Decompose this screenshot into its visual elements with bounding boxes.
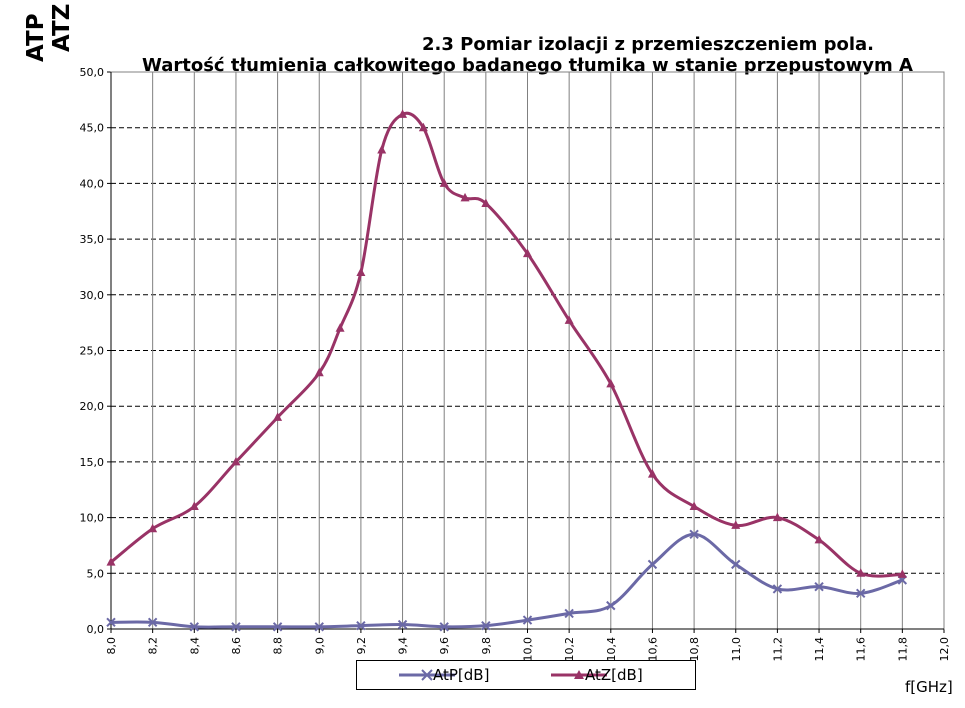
x-tick-label: 9,0 [313,637,326,655]
x-axis-label: f[GHz] [905,678,953,696]
data-point-atp-db [231,622,241,632]
series-line-atz-db [109,111,904,578]
data-point-atz-db [314,367,324,377]
legend-atz-symbol [551,670,607,679]
data-point-atp-db [147,617,158,628]
data-point-atp-db [272,622,283,632]
data-point-atz-db [481,198,491,207]
data-point-atz-db [856,568,866,577]
x-tick-label: 9,2 [355,637,368,655]
x-tick-label: 11,8 [896,637,909,662]
data-point-atp-db [647,559,658,570]
series-line-atp-db [109,532,904,629]
data-point-atz-db [335,323,345,332]
data-point-atz-db [148,523,158,533]
y-tick-label: 50,0 [80,66,105,79]
data-point-atp-db [855,588,866,599]
x-tick-label: 8,2 [147,637,160,655]
x-tick-label: 8,8 [272,637,285,655]
x-tick-label: 9,6 [438,637,451,655]
data-point-atz-db [231,456,241,466]
y-tick-label: 5,0 [87,567,105,580]
data-point-atp-db [314,622,324,632]
data-point-atp-db [689,529,699,540]
data-point-atz-db [460,192,470,202]
data-point-atz-db [418,122,428,132]
data-point-atz-db [606,378,616,388]
data-point-atz-db [523,248,532,258]
x-tick-label: 9,4 [397,637,410,655]
x-tick-label: 11,2 [771,637,784,662]
x-tick-label: 10,2 [563,637,576,662]
data-point-atp-db [481,620,491,631]
data-point-atp-db [522,615,533,625]
x-tick-label: 10,8 [688,637,701,662]
y-tick-label: 35,0 [80,233,105,246]
data-point-atp-db [189,622,200,632]
x-tick-label: 9,8 [480,637,493,655]
data-point-atz-db [564,315,574,324]
data-point-atz-db [106,557,116,566]
data-point-atp-db [731,559,741,570]
y-tick-label: 25,0 [80,345,105,358]
data-point-atp-db [106,617,116,628]
legend-atp-label: AtP[dB] [433,666,490,684]
chart-title: 2.3 Pomiar izolacji z przemieszczeniem p… [422,34,875,55]
data-point-atp-db [397,619,408,630]
data-point-atz-db [439,178,449,187]
y-tick-label: 30,0 [80,289,105,302]
y-tick-label: 45,0 [80,122,105,135]
y-tick-label: 10,0 [80,512,105,525]
x-tick-label: 11,4 [813,637,826,662]
data-point-atz-db [772,512,782,522]
data-point-atp-db [439,622,449,632]
data-point-atz-db [731,520,741,529]
chart-subtitle: Wartość tłumienia całkowitego badanego t… [142,55,913,76]
y-tick-label: 0,0 [87,623,105,636]
y-tick-label: 15,0 [80,456,105,469]
data-point-atp-db [772,584,783,594]
data-point-atp-db [356,620,366,631]
x-tick-label: 10,6 [646,637,659,662]
data-point-atz-db [356,267,366,277]
x-tick-label: 8,4 [188,637,201,655]
data-point-atp-db [564,608,574,619]
data-point-atp-db [814,581,824,592]
x-tick-label: 10,0 [522,637,535,662]
data-point-atz-db [647,469,657,478]
data-point-atz-db [377,144,387,154]
x-tick-label: 8,0 [105,637,118,655]
x-tick-label: 11,0 [730,637,743,662]
data-point-atz-db [273,412,283,421]
data-point-atz-db [689,501,699,510]
legend-atp-symbol [399,669,455,681]
legend-atz-label: AtZ[dB] [585,666,643,684]
data-point-atz-db [398,109,408,118]
x-tick-label: 8,6 [230,637,243,655]
data-point-atz-db [814,534,824,544]
data-point-atp-db [606,600,616,611]
y-tick-label: 40,0 [80,177,105,190]
y-tick-label: 20,0 [80,400,105,413]
x-tick-label: 12,0 [938,637,951,662]
legend: AtP[dB] AtZ[dB] [356,660,696,690]
x-tick-label: 11,6 [855,637,868,662]
x-tick-label: 10,4 [605,637,618,662]
data-point-atz-db [897,569,907,578]
data-point-atz-db [189,501,199,510]
